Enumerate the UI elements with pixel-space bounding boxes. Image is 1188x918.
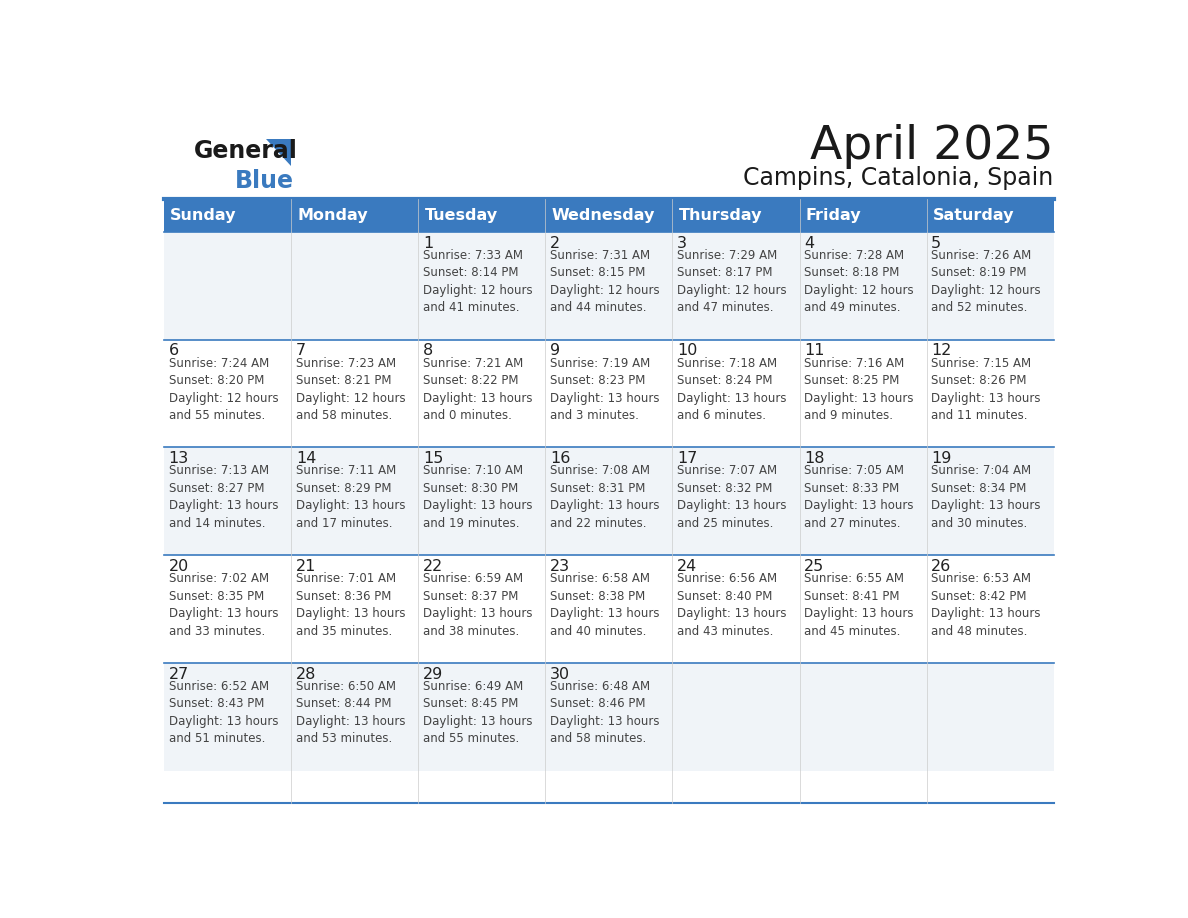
Text: Sunrise: 7:05 AM
Sunset: 8:33 PM
Daylight: 13 hours
and 27 minutes.: Sunrise: 7:05 AM Sunset: 8:33 PM Dayligh…	[804, 465, 914, 530]
Text: Wednesday: Wednesday	[551, 208, 655, 223]
Text: Sunrise: 7:24 AM
Sunset: 8:20 PM
Daylight: 12 hours
and 55 minutes.: Sunrise: 7:24 AM Sunset: 8:20 PM Dayligh…	[169, 356, 278, 422]
Text: 1: 1	[423, 236, 434, 251]
Text: Sunrise: 7:21 AM
Sunset: 8:22 PM
Daylight: 13 hours
and 0 minutes.: Sunrise: 7:21 AM Sunset: 8:22 PM Dayligh…	[423, 356, 532, 422]
Text: 25: 25	[804, 559, 824, 574]
Text: Blue: Blue	[235, 169, 295, 193]
Text: General: General	[194, 140, 297, 163]
Text: Monday: Monday	[297, 208, 368, 223]
Text: Sunrise: 6:53 AM
Sunset: 8:42 PM
Daylight: 13 hours
and 48 minutes.: Sunrise: 6:53 AM Sunset: 8:42 PM Dayligh…	[931, 572, 1041, 638]
Text: Sunday: Sunday	[170, 208, 236, 223]
Text: Sunrise: 7:18 AM
Sunset: 8:24 PM
Daylight: 13 hours
and 6 minutes.: Sunrise: 7:18 AM Sunset: 8:24 PM Dayligh…	[677, 356, 786, 422]
Text: Sunrise: 6:58 AM
Sunset: 8:38 PM
Daylight: 13 hours
and 40 minutes.: Sunrise: 6:58 AM Sunset: 8:38 PM Dayligh…	[550, 572, 659, 638]
Text: Sunrise: 7:28 AM
Sunset: 8:18 PM
Daylight: 12 hours
and 49 minutes.: Sunrise: 7:28 AM Sunset: 8:18 PM Dayligh…	[804, 249, 914, 314]
Text: Campins, Catalonia, Spain: Campins, Catalonia, Spain	[744, 165, 1054, 190]
Polygon shape	[266, 140, 291, 165]
Text: 24: 24	[677, 559, 697, 574]
Text: Sunrise: 7:29 AM
Sunset: 8:17 PM
Daylight: 12 hours
and 47 minutes.: Sunrise: 7:29 AM Sunset: 8:17 PM Dayligh…	[677, 249, 786, 314]
Text: Sunrise: 7:33 AM
Sunset: 8:14 PM
Daylight: 12 hours
and 41 minutes.: Sunrise: 7:33 AM Sunset: 8:14 PM Dayligh…	[423, 249, 532, 314]
Text: Sunrise: 7:11 AM
Sunset: 8:29 PM
Daylight: 13 hours
and 17 minutes.: Sunrise: 7:11 AM Sunset: 8:29 PM Dayligh…	[296, 465, 405, 530]
Text: 7: 7	[296, 343, 305, 358]
Text: Sunrise: 7:08 AM
Sunset: 8:31 PM
Daylight: 13 hours
and 22 minutes.: Sunrise: 7:08 AM Sunset: 8:31 PM Dayligh…	[550, 465, 659, 530]
Bar	[164, 447, 1054, 555]
Bar	[164, 340, 1054, 447]
Text: 5: 5	[931, 236, 941, 251]
Text: 28: 28	[296, 666, 316, 682]
Text: 4: 4	[804, 236, 814, 251]
Text: 6: 6	[169, 343, 178, 358]
Text: Sunrise: 7:01 AM
Sunset: 8:36 PM
Daylight: 13 hours
and 35 minutes.: Sunrise: 7:01 AM Sunset: 8:36 PM Dayligh…	[296, 572, 405, 638]
Text: 21: 21	[296, 559, 316, 574]
Text: 15: 15	[423, 452, 443, 466]
Bar	[164, 199, 1054, 232]
Text: Sunrise: 7:10 AM
Sunset: 8:30 PM
Daylight: 13 hours
and 19 minutes.: Sunrise: 7:10 AM Sunset: 8:30 PM Dayligh…	[423, 465, 532, 530]
Text: 22: 22	[423, 559, 443, 574]
Text: Sunrise: 7:02 AM
Sunset: 8:35 PM
Daylight: 13 hours
and 33 minutes.: Sunrise: 7:02 AM Sunset: 8:35 PM Dayligh…	[169, 572, 278, 638]
Text: Sunrise: 7:23 AM
Sunset: 8:21 PM
Daylight: 12 hours
and 58 minutes.: Sunrise: 7:23 AM Sunset: 8:21 PM Dayligh…	[296, 356, 405, 422]
Text: Sunrise: 6:59 AM
Sunset: 8:37 PM
Daylight: 13 hours
and 38 minutes.: Sunrise: 6:59 AM Sunset: 8:37 PM Dayligh…	[423, 572, 532, 638]
Text: Sunrise: 6:55 AM
Sunset: 8:41 PM
Daylight: 13 hours
and 45 minutes.: Sunrise: 6:55 AM Sunset: 8:41 PM Dayligh…	[804, 572, 914, 638]
Text: Saturday: Saturday	[933, 208, 1015, 223]
Text: 2: 2	[550, 236, 560, 251]
Text: 26: 26	[931, 559, 952, 574]
Text: 17: 17	[677, 452, 697, 466]
Text: Sunrise: 7:15 AM
Sunset: 8:26 PM
Daylight: 13 hours
and 11 minutes.: Sunrise: 7:15 AM Sunset: 8:26 PM Dayligh…	[931, 356, 1041, 422]
Text: Tuesday: Tuesday	[424, 208, 498, 223]
Text: 29: 29	[423, 666, 443, 682]
Bar	[164, 663, 1054, 771]
Bar	[164, 232, 1054, 340]
Text: Sunrise: 7:31 AM
Sunset: 8:15 PM
Daylight: 12 hours
and 44 minutes.: Sunrise: 7:31 AM Sunset: 8:15 PM Dayligh…	[550, 249, 659, 314]
Text: 8: 8	[423, 343, 434, 358]
Text: Sunrise: 7:26 AM
Sunset: 8:19 PM
Daylight: 12 hours
and 52 minutes.: Sunrise: 7:26 AM Sunset: 8:19 PM Dayligh…	[931, 249, 1041, 314]
Text: 20: 20	[169, 559, 189, 574]
Text: Thursday: Thursday	[678, 208, 762, 223]
Text: 13: 13	[169, 452, 189, 466]
Text: 30: 30	[550, 666, 570, 682]
Text: 23: 23	[550, 559, 570, 574]
Text: 12: 12	[931, 343, 952, 358]
Text: Sunrise: 7:07 AM
Sunset: 8:32 PM
Daylight: 13 hours
and 25 minutes.: Sunrise: 7:07 AM Sunset: 8:32 PM Dayligh…	[677, 465, 786, 530]
Text: Sunrise: 6:49 AM
Sunset: 8:45 PM
Daylight: 13 hours
and 55 minutes.: Sunrise: 6:49 AM Sunset: 8:45 PM Dayligh…	[423, 680, 532, 745]
Text: Sunrise: 7:13 AM
Sunset: 8:27 PM
Daylight: 13 hours
and 14 minutes.: Sunrise: 7:13 AM Sunset: 8:27 PM Dayligh…	[169, 465, 278, 530]
Text: 19: 19	[931, 452, 952, 466]
Text: Sunrise: 6:50 AM
Sunset: 8:44 PM
Daylight: 13 hours
and 53 minutes.: Sunrise: 6:50 AM Sunset: 8:44 PM Dayligh…	[296, 680, 405, 745]
Text: 18: 18	[804, 452, 824, 466]
Text: 11: 11	[804, 343, 824, 358]
Text: Sunrise: 7:16 AM
Sunset: 8:25 PM
Daylight: 13 hours
and 9 minutes.: Sunrise: 7:16 AM Sunset: 8:25 PM Dayligh…	[804, 356, 914, 422]
Text: Sunrise: 6:48 AM
Sunset: 8:46 PM
Daylight: 13 hours
and 58 minutes.: Sunrise: 6:48 AM Sunset: 8:46 PM Dayligh…	[550, 680, 659, 745]
Text: Sunrise: 6:56 AM
Sunset: 8:40 PM
Daylight: 13 hours
and 43 minutes.: Sunrise: 6:56 AM Sunset: 8:40 PM Dayligh…	[677, 572, 786, 638]
Text: April 2025: April 2025	[810, 124, 1054, 169]
Text: 16: 16	[550, 452, 570, 466]
Text: 3: 3	[677, 236, 687, 251]
Text: Sunrise: 7:04 AM
Sunset: 8:34 PM
Daylight: 13 hours
and 30 minutes.: Sunrise: 7:04 AM Sunset: 8:34 PM Dayligh…	[931, 465, 1041, 530]
Text: Sunrise: 6:52 AM
Sunset: 8:43 PM
Daylight: 13 hours
and 51 minutes.: Sunrise: 6:52 AM Sunset: 8:43 PM Dayligh…	[169, 680, 278, 745]
Text: 14: 14	[296, 452, 316, 466]
Text: Sunrise: 7:19 AM
Sunset: 8:23 PM
Daylight: 13 hours
and 3 minutes.: Sunrise: 7:19 AM Sunset: 8:23 PM Dayligh…	[550, 356, 659, 422]
Text: 10: 10	[677, 343, 697, 358]
Text: 9: 9	[550, 343, 560, 358]
Bar	[164, 555, 1054, 663]
Text: Friday: Friday	[805, 208, 861, 223]
Text: 27: 27	[169, 666, 189, 682]
